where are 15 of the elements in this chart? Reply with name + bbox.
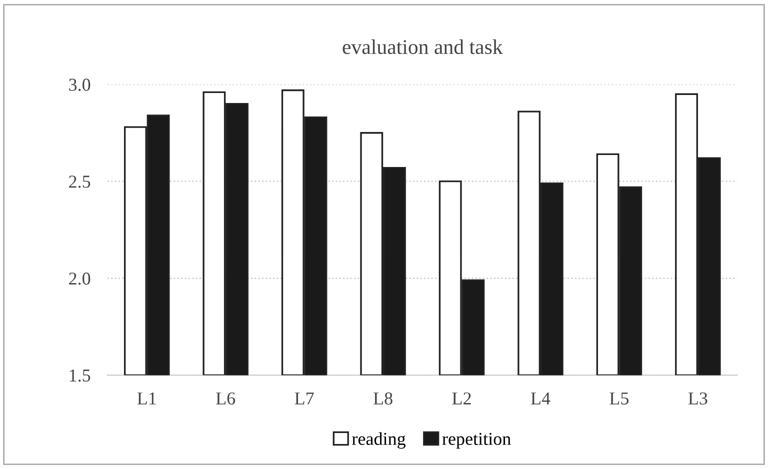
- y-tick-label: 1.5: [70, 370, 90, 382]
- x-tick-label: L5: [610, 392, 629, 405]
- x-tick-label: L7: [294, 392, 314, 404]
- legend-label: reading: [352, 432, 406, 449]
- y-tick-label: 2.5: [69, 176, 90, 188]
- chart-title: evaluation and task: [342, 39, 503, 54]
- x-tick-label: L8: [374, 392, 392, 405]
- y-tick-label: 2.0: [69, 272, 90, 285]
- x-tick-label: L3: [688, 392, 708, 405]
- legend-label: repetition: [442, 432, 511, 449]
- x-tick-label: L2: [452, 392, 471, 404]
- x-tick-label: L1: [137, 392, 156, 404]
- y-tick-label: 3.0: [69, 78, 90, 91]
- x-tick-label: L6: [216, 392, 236, 405]
- x-tick-label: L4: [530, 392, 550, 404]
